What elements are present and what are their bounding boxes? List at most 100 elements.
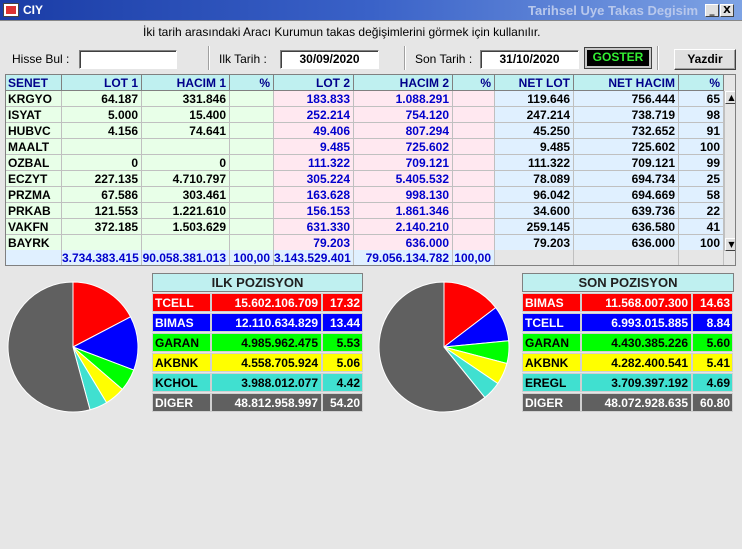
- description-text: İki tarih arasındaki Aracı Kurumun takas…: [143, 25, 541, 39]
- pos-value: 4.985.962.475: [211, 333, 322, 352]
- cell-pct1: [230, 203, 274, 219]
- cell-netlot: 111.322: [495, 155, 574, 171]
- cell-hacim2: 998.130: [354, 187, 453, 203]
- pos-percent: 54.20: [322, 393, 363, 412]
- pos-value: 15.602.106.709: [211, 293, 322, 312]
- column-header-lot1[interactable]: LOT 1: [62, 75, 142, 91]
- cell-netlot: 79.203: [495, 235, 574, 251]
- cell-senet: [6, 250, 62, 265]
- grid-summary-row[interactable]: 3.734.383.415 90.058.381.013 100,00 3.143.5…: [6, 250, 735, 265]
- cell-hacim1: 1.221.610: [142, 203, 230, 219]
- cell-pct2: [453, 203, 495, 219]
- scroll-up-icon[interactable]: ▲: [725, 91, 735, 104]
- cell-pct1: [230, 107, 274, 123]
- pie-slice-bimas: [71, 316, 139, 371]
- cell-lot1: 3.734.383.415: [62, 250, 142, 265]
- minimize-button[interactable]: _: [705, 4, 719, 17]
- list-item: KCHOL 3.988.012.077 4.42: [152, 373, 364, 392]
- cell-hacim2: 636.000: [354, 235, 453, 251]
- column-header-netlot[interactable]: NET LOT: [495, 75, 574, 91]
- hisse-label: Hisse Bul :: [12, 52, 70, 66]
- table-row[interactable]: KRGYO 64.187 331.846 183.833 1.088.291 119.64…: [6, 91, 735, 107]
- cell-nethacim: 694.734: [574, 171, 679, 187]
- column-header-nethacim[interactable]: NET HACIM: [574, 75, 679, 91]
- list-item: AKBNK 4.282.400.541 5.41: [522, 353, 734, 372]
- cell-hacim2: 807.294: [354, 123, 453, 139]
- grid-vertical-scrollbar[interactable]: ▲ ▼: [724, 91, 735, 251]
- cell-hacim1: 1.503.629: [142, 219, 230, 235]
- cell-netlot: 45.250: [495, 123, 574, 139]
- close-button[interactable]: X: [720, 4, 734, 17]
- pos-name: KCHOL: [152, 373, 211, 392]
- ilk-tarih-input[interactable]: 30/09/2020: [280, 50, 379, 69]
- ilk-tarih-label: Ilk Tarih :: [219, 52, 267, 66]
- column-header-hacim1[interactable]: HACIM 1: [142, 75, 230, 91]
- cell-lot1: 67.586: [62, 187, 142, 203]
- son-tarih-input[interactable]: 31/10/2020: [480, 50, 579, 69]
- table-row[interactable]: HUBVC 4.156 74.641 49.406 807.294 45.250 732.6…: [6, 123, 735, 139]
- cell-nethacim: 636.000: [574, 235, 679, 251]
- takas-grid[interactable]: SENET LOT 1 HACIM 1% LOT 2 HACIM 2% NET LOT NE…: [5, 74, 736, 266]
- pie-slice-diger: [378, 281, 486, 413]
- table-row[interactable]: PRZMA 67.586 303.461 163.628 998.130 96.042 69…: [6, 187, 735, 203]
- pos-value: 12.110.634.829: [211, 313, 322, 332]
- cell-lot2: 79.203: [274, 235, 354, 251]
- grid-header-row[interactable]: SENET LOT 1 HACIM 1% LOT 2 HACIM 2% NET LOT NE…: [6, 75, 735, 91]
- cell-netlot: 96.042: [495, 187, 574, 203]
- cell-pct3: 65: [679, 91, 724, 107]
- table-row[interactable]: MAALT 9.485 725.602 9.485 725.602 100: [6, 139, 735, 155]
- cell-hacim2: 709.121: [354, 155, 453, 171]
- column-header-pct3[interactable]: %: [679, 75, 724, 91]
- cell-lot1: 227.135: [62, 171, 142, 187]
- cell-hacim1: 74.641: [142, 123, 230, 139]
- column-header-pct2[interactable]: %: [453, 75, 495, 91]
- column-header-lot2[interactable]: LOT 2: [274, 75, 354, 91]
- cell-hacim1: 303.461: [142, 187, 230, 203]
- cell-pct1: [230, 235, 274, 251]
- list-item: GARAN 4.430.385.226 5.60: [522, 333, 734, 352]
- cell-hacim2: 79.056.134.782: [354, 250, 453, 265]
- cell-lot1: 4.156: [62, 123, 142, 139]
- list-item: TCELL 15.602.106.709 17.32: [152, 293, 364, 312]
- cell-pct2: [453, 139, 495, 155]
- cell-netlot: 34.600: [495, 203, 574, 219]
- table-row[interactable]: BAYRK 79.203 636.000 79.203 636.000 100: [6, 235, 735, 251]
- window-title: CIY: [23, 3, 44, 17]
- scroll-down-icon[interactable]: ▼: [725, 238, 735, 251]
- cell-senet: MAALT: [6, 139, 62, 155]
- table-row[interactable]: PRKAB 121.553 1.221.610 156.153 1.861.346 34.…: [6, 203, 735, 219]
- cell-senet: OZBAL: [6, 155, 62, 171]
- cell-lot1: 121.553: [62, 203, 142, 219]
- pos-name: TCELL: [522, 313, 581, 332]
- column-header-senet[interactable]: SENET: [6, 75, 62, 91]
- table-row[interactable]: ECZYT 227.135 4.710.797 305.224 5.405.532 78.…: [6, 171, 735, 187]
- table-row[interactable]: OZBAL 0 0 111.322 709.121 111.322 709.121 99: [6, 155, 735, 171]
- cell-hacim1: [142, 235, 230, 251]
- cell-netlot: 119.646: [495, 91, 574, 107]
- cell-lot1: 64.187: [62, 91, 142, 107]
- column-header-hacim2[interactable]: HACIM 2: [354, 75, 453, 91]
- son-pozisyon-pie-chart: [378, 281, 510, 413]
- cell-netlot: 247.214: [495, 107, 574, 123]
- cell-netlot: 9.485: [495, 139, 574, 155]
- list-item: DIGER 48.812.958.997 54.20: [152, 393, 364, 412]
- cell-pct2: [453, 91, 495, 107]
- hisse-search-input[interactable]: [79, 50, 177, 69]
- cell-nethacim: 738.719: [574, 107, 679, 123]
- goster-button[interactable]: GOSTER: [584, 47, 652, 69]
- pos-value: 11.568.007.300: [581, 293, 692, 312]
- pos-name: DIGER: [522, 393, 581, 412]
- column-header-pct1[interactable]: %: [230, 75, 274, 91]
- table-row[interactable]: ISYAT 5.000 15.400 252.214 754.120 247.214 738…: [6, 107, 735, 123]
- table-row[interactable]: VAKFN 372.185 1.503.629 631.330 2.140.210 259…: [6, 219, 735, 235]
- yazdir-button[interactable]: Yazdir: [674, 49, 736, 70]
- cell-senet: ISYAT: [6, 107, 62, 123]
- list-item: DIGER 48.072.928.635 60.80: [522, 393, 734, 412]
- pos-value: 3.709.397.192: [581, 373, 692, 392]
- pos-percent: 4.42: [322, 373, 363, 392]
- cell-pct2: [453, 155, 495, 171]
- pos-name: TCELL: [152, 293, 211, 312]
- cell-lot1: [62, 235, 142, 251]
- cell-pct3: 25: [679, 171, 724, 187]
- title-bar: CIY Tarihsel Uye Takas Degisim _ X: [0, 0, 742, 21]
